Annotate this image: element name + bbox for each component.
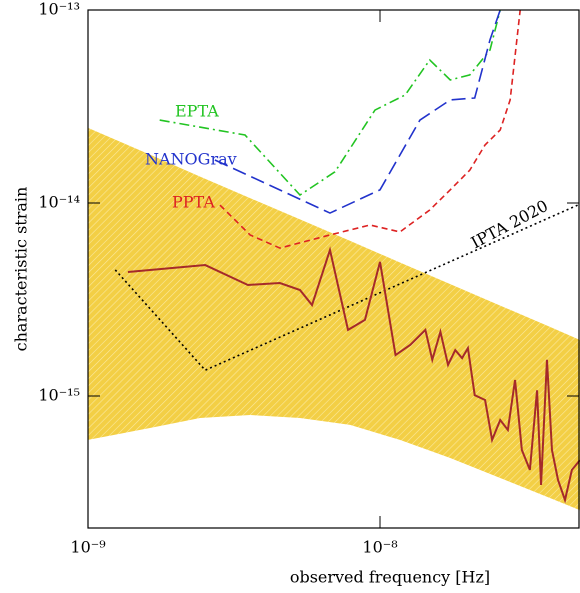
series-label: IPTA 2020	[468, 196, 551, 252]
series-label: PPTA	[172, 193, 215, 212]
x-tick-label: 10⁻⁸	[362, 538, 397, 557]
y-tick-label: 10⁻¹⁵	[38, 385, 80, 404]
series-line	[114, 204, 579, 372]
series-label: NANOGrav	[145, 150, 237, 169]
series-line	[219, 9, 521, 249]
plot-frame	[87, 9, 580, 529]
series-label: EPTA	[175, 102, 219, 121]
x-axis-label: observed frequency [Hz]	[290, 568, 490, 587]
series-line	[127, 246, 580, 504]
band-area	[88, 127, 580, 511]
y-axis-label: characteristic strain	[12, 187, 31, 352]
y-tick-label: 10⁻¹³	[38, 0, 80, 19]
series-line	[159, 9, 501, 197]
y-tick-label: 10⁻¹⁴	[38, 192, 80, 211]
x-tick-label: 10⁻⁹	[70, 538, 106, 557]
series-line	[214, 9, 506, 214]
